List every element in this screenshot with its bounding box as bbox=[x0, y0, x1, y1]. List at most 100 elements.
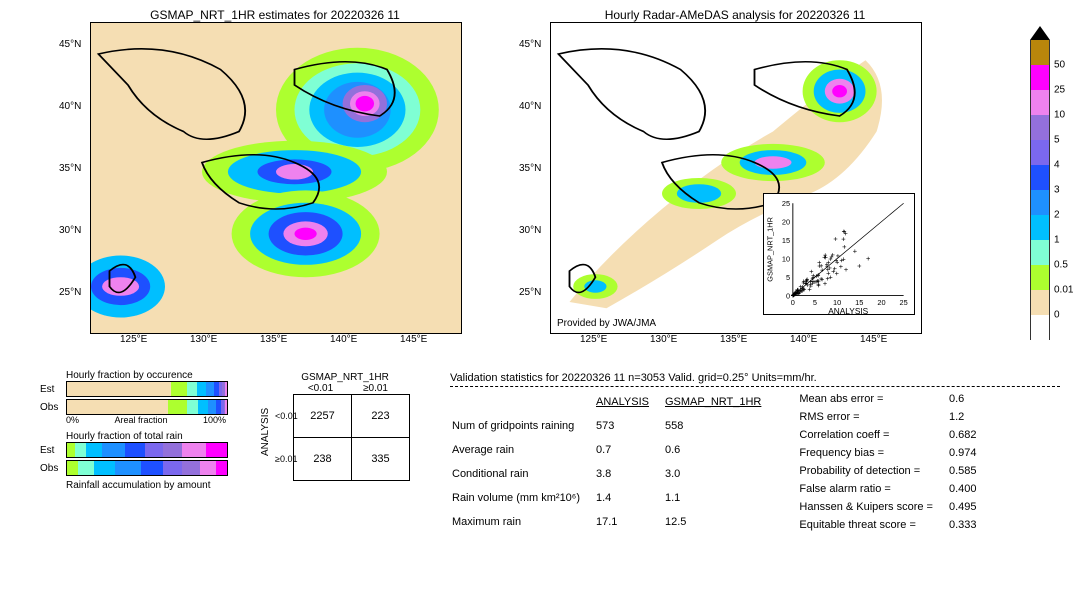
accum-title: Rainfall accumulation by amount bbox=[66, 480, 240, 491]
colorbar-swatch bbox=[1030, 40, 1050, 65]
colorbar-label: 0.01 bbox=[1054, 285, 1073, 296]
map-left-container: GSMAP_NRT_1HR estimates for 20220326 11 bbox=[90, 8, 460, 348]
colorbar-swatch bbox=[1030, 65, 1050, 90]
xtick: 135°E bbox=[720, 334, 747, 345]
col-lt: <0.01 bbox=[293, 383, 348, 394]
bar-segment bbox=[225, 400, 227, 414]
map-right-title: Hourly Radar-AMeDAS analysis for 2022032… bbox=[550, 8, 920, 22]
svg-text:0: 0 bbox=[786, 291, 790, 300]
metric-label: Frequency bias = bbox=[799, 445, 947, 461]
inset-scatter: 0510 152025 0510 152025 ANALYSIS GSMAP_N… bbox=[763, 193, 915, 315]
validation-title: Validation statistics for 20220326 11 n=… bbox=[450, 372, 1060, 384]
xtick: 140°E bbox=[790, 334, 817, 345]
bar-segment bbox=[141, 461, 163, 475]
inset-ylabel: GSMAP_NRT_1HR bbox=[766, 217, 775, 282]
ytick: 35°N bbox=[519, 163, 541, 174]
occurrence-title: Hourly fraction by occurence bbox=[66, 370, 240, 381]
totalrain-obs-bar bbox=[66, 460, 228, 476]
colorbar-swatch bbox=[1030, 190, 1050, 215]
colorbar-label: 0 bbox=[1054, 310, 1060, 321]
row-label: Obs bbox=[40, 463, 62, 474]
bar-segment bbox=[163, 443, 182, 457]
stat-a: 0.7 bbox=[596, 439, 663, 461]
metric-value: 1.2 bbox=[949, 409, 991, 425]
ytick: 40°N bbox=[519, 101, 541, 112]
provider-label: Provided by JWA/JMA bbox=[557, 318, 656, 329]
stat-label: Average rain bbox=[452, 439, 594, 461]
stat-b: 0.6 bbox=[665, 439, 775, 461]
colorbar-swatch bbox=[1030, 315, 1050, 340]
validation-metrics: Mean abs error =0.6RMS error =1.2Correla… bbox=[797, 389, 992, 535]
col-gsmap: GSMAP_NRT_1HR bbox=[665, 391, 775, 413]
contingency-row-header: ANALYSIS bbox=[260, 383, 271, 481]
xtick: 125°E bbox=[120, 334, 147, 345]
bar-segment bbox=[75, 443, 86, 457]
axis-title: Areal fraction bbox=[114, 415, 167, 425]
ytick: 25°N bbox=[519, 287, 541, 298]
colorbar-label: 25 bbox=[1054, 85, 1065, 96]
bar-segment bbox=[145, 443, 163, 457]
ytick: 40°N bbox=[59, 101, 81, 112]
inset-xlabel: ANALYSIS bbox=[828, 306, 868, 314]
inset-scatter-svg: 0510 152025 0510 152025 ANALYSIS GSMAP_N… bbox=[764, 194, 914, 314]
svg-text:20: 20 bbox=[877, 298, 885, 307]
stat-label: Conditional rain bbox=[452, 463, 594, 485]
stat-label: Rain volume (mm km²10⁶) bbox=[452, 487, 594, 509]
metric-label: Mean abs error = bbox=[799, 391, 947, 407]
axis-right: 100% bbox=[203, 415, 226, 425]
metric-value: 0.974 bbox=[949, 445, 991, 461]
bar-segment bbox=[163, 461, 182, 475]
stat-b: 1.1 bbox=[665, 487, 775, 509]
row-label: Est bbox=[40, 445, 62, 456]
cell: 223 bbox=[352, 395, 410, 438]
occurrence-obs-bar bbox=[66, 399, 228, 415]
contingency-table: 2257223 238335 bbox=[293, 394, 410, 481]
row-ge: ≥0.01 bbox=[275, 454, 293, 464]
metric-value: 0.682 bbox=[949, 427, 991, 443]
metric-label: False alarm ratio = bbox=[799, 481, 947, 497]
map-left-title: GSMAP_NRT_1HR estimates for 20220326 11 bbox=[90, 8, 460, 22]
colorbar-label: 2 bbox=[1054, 210, 1060, 221]
svg-text:5: 5 bbox=[786, 273, 790, 282]
svg-text:10: 10 bbox=[782, 254, 790, 263]
bar-segment bbox=[67, 382, 171, 396]
col-analysis: ANALYSIS bbox=[596, 391, 663, 413]
bar-segment bbox=[216, 461, 227, 475]
bar-segment bbox=[67, 461, 78, 475]
colorbar-label: 3 bbox=[1054, 185, 1060, 196]
ytick: 25°N bbox=[59, 287, 81, 298]
svg-text:25: 25 bbox=[782, 199, 790, 208]
stat-a: 573 bbox=[596, 415, 663, 437]
cell: 238 bbox=[294, 438, 352, 481]
colorbar-label: 5 bbox=[1054, 135, 1060, 146]
map-left-svg bbox=[91, 23, 461, 333]
bar-segment bbox=[125, 443, 146, 457]
colorbar-label: 4 bbox=[1054, 160, 1060, 171]
colorbar-label: 50 bbox=[1054, 60, 1065, 71]
ytick: 45°N bbox=[59, 39, 81, 50]
xtick: 145°E bbox=[860, 334, 887, 345]
bar-segment bbox=[225, 382, 227, 396]
bar-segment bbox=[86, 443, 102, 457]
map-left-frame: 45°N 40°N 35°N 30°N 25°N bbox=[90, 22, 462, 334]
stat-a: 17.1 bbox=[596, 511, 663, 533]
cell: 2257 bbox=[294, 395, 352, 438]
bar-segment bbox=[187, 382, 197, 396]
bar-segment bbox=[78, 461, 94, 475]
xtick: 130°E bbox=[650, 334, 677, 345]
colorbar-arrow-icon bbox=[1030, 26, 1050, 40]
colorbar-swatch bbox=[1030, 115, 1050, 140]
ytick: 30°N bbox=[519, 225, 541, 236]
metric-value: 0.333 bbox=[949, 517, 991, 533]
metric-label: Hanssen & Kuipers score = bbox=[799, 499, 947, 515]
validation-left-table: ANALYSIS GSMAP_NRT_1HR Num of gridpoints… bbox=[450, 389, 777, 535]
col-ge: ≥0.01 bbox=[348, 383, 403, 394]
bar-segment bbox=[94, 461, 115, 475]
bar-segment bbox=[115, 461, 141, 475]
metric-value: 0.495 bbox=[949, 499, 991, 515]
xtick: 125°E bbox=[580, 334, 607, 345]
bar-segment bbox=[67, 400, 168, 414]
totalrain-title: Hourly fraction of total rain bbox=[66, 431, 240, 442]
bar-segment bbox=[171, 382, 187, 396]
xtick: 130°E bbox=[190, 334, 217, 345]
